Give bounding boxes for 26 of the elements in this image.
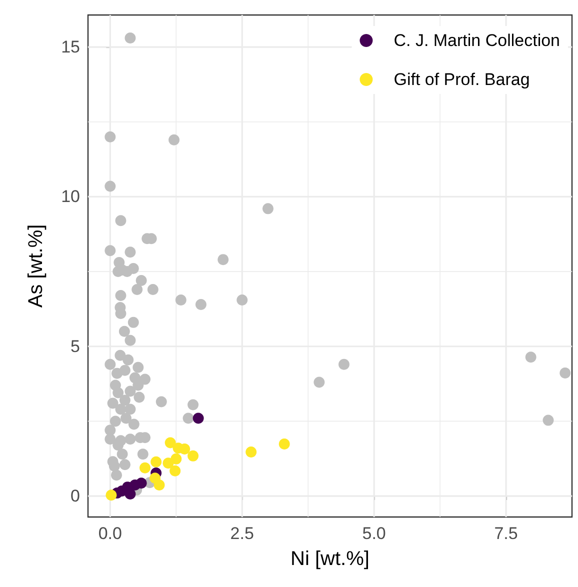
point <box>246 446 257 458</box>
point <box>150 456 162 468</box>
x-tick-label: 7.5 <box>494 524 518 543</box>
point <box>179 444 190 455</box>
x-tick-label: 0.0 <box>98 524 122 543</box>
y-tick-label: 10 <box>61 187 80 206</box>
point <box>192 412 204 424</box>
point <box>188 450 199 462</box>
point <box>170 453 182 464</box>
point <box>164 437 176 448</box>
y-tick-label: 5 <box>70 336 80 356</box>
x-tick-label: 5.0 <box>362 524 386 543</box>
point <box>162 458 174 469</box>
point <box>106 490 117 501</box>
y-axis-title: As [wt.%] <box>25 224 47 308</box>
y-tick-label: 0 <box>70 486 80 506</box>
point <box>140 462 151 474</box>
point <box>136 478 147 489</box>
legend-label: Gift of Prof. Barag <box>394 70 530 89</box>
point <box>278 438 290 450</box>
legend-label: C. J. Martin Collection <box>394 31 560 50</box>
y-tick-label: 15 <box>61 38 80 57</box>
x-axis-title: Ni [wt.%] <box>290 548 370 570</box>
point <box>170 465 181 476</box>
point <box>154 479 165 490</box>
x-tick-label: 2.5 <box>230 524 254 543</box>
